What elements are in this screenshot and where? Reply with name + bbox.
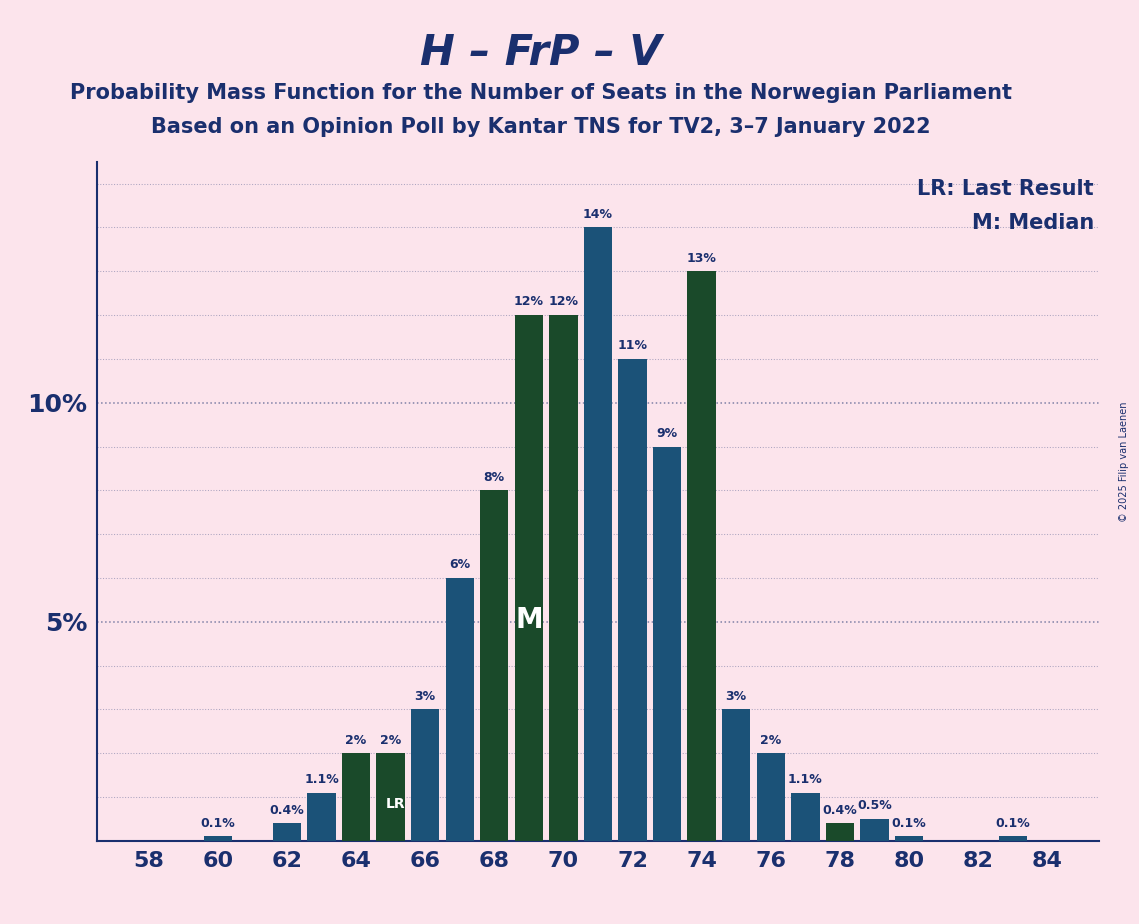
Bar: [445, 578, 474, 841]
Text: 3%: 3%: [415, 690, 436, 703]
Bar: [860, 819, 888, 841]
Text: 0.1%: 0.1%: [200, 817, 235, 830]
Bar: [308, 793, 336, 841]
Bar: [688, 272, 715, 841]
Text: 2%: 2%: [345, 734, 367, 747]
Text: © 2025 Filip van Laenen: © 2025 Filip van Laenen: [1120, 402, 1129, 522]
Text: 3%: 3%: [726, 690, 747, 703]
Text: M: Median: M: Median: [972, 213, 1095, 233]
Text: 0.1%: 0.1%: [995, 817, 1030, 830]
Text: 0.5%: 0.5%: [858, 799, 892, 812]
Bar: [549, 315, 577, 841]
Text: 9%: 9%: [656, 427, 678, 440]
Text: M: M: [515, 606, 542, 634]
Text: 13%: 13%: [687, 251, 716, 264]
Text: 6%: 6%: [449, 558, 470, 571]
Bar: [999, 836, 1027, 841]
Text: 11%: 11%: [617, 339, 648, 352]
Bar: [342, 753, 370, 841]
Bar: [722, 710, 751, 841]
Text: 0.4%: 0.4%: [270, 804, 304, 817]
Bar: [272, 823, 301, 841]
Text: 1.1%: 1.1%: [304, 773, 338, 786]
Bar: [756, 753, 785, 841]
Bar: [826, 823, 854, 841]
Text: 14%: 14%: [583, 208, 613, 221]
Text: 12%: 12%: [548, 296, 579, 309]
Text: 0.4%: 0.4%: [822, 804, 858, 817]
Bar: [584, 227, 612, 841]
Bar: [204, 836, 232, 841]
Text: LR: Last Result: LR: Last Result: [918, 178, 1095, 199]
Text: LR: LR: [386, 797, 405, 811]
Bar: [376, 753, 404, 841]
Bar: [481, 491, 508, 841]
Text: H – FrP – V: H – FrP – V: [420, 32, 662, 74]
Text: 2%: 2%: [380, 734, 401, 747]
Text: 0.1%: 0.1%: [892, 817, 926, 830]
Bar: [653, 446, 681, 841]
Text: Based on an Opinion Poll by Kantar TNS for TV2, 3–7 January 2022: Based on an Opinion Poll by Kantar TNS f…: [151, 117, 931, 138]
Bar: [515, 315, 543, 841]
Text: Probability Mass Function for the Number of Seats in the Norwegian Parliament: Probability Mass Function for the Number…: [69, 83, 1013, 103]
Bar: [411, 710, 440, 841]
Text: 8%: 8%: [484, 470, 505, 484]
Bar: [895, 836, 924, 841]
Bar: [618, 359, 647, 841]
Bar: [792, 793, 820, 841]
Text: 2%: 2%: [760, 734, 781, 747]
Text: 12%: 12%: [514, 296, 543, 309]
Text: 1.1%: 1.1%: [788, 773, 822, 786]
